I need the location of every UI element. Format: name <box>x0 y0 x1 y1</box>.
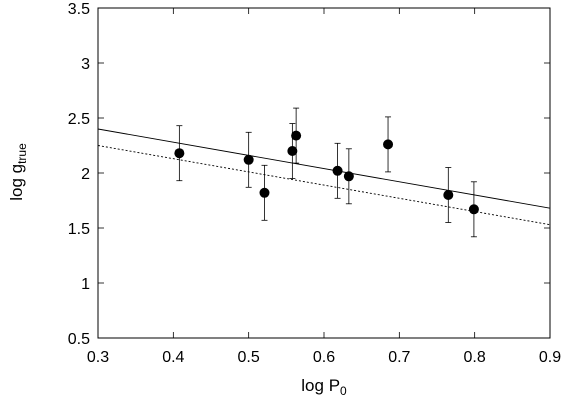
marker-0 <box>174 148 185 159</box>
marker-8 <box>443 190 454 200</box>
marker-4 <box>291 130 302 141</box>
x-tick-label-3: 0.6 <box>313 349 335 366</box>
marker-5 <box>332 165 343 176</box>
axis-ticks: 0.3 0.4 0.5 0.6 0.7 0.8 0.9 0.5 1 1.5 2 2.5 3 3.5 <box>68 1 561 366</box>
marker-1 <box>243 154 254 165</box>
plot-frame <box>97 7 551 339</box>
data-point-9 <box>468 181 479 238</box>
data-point-6 <box>343 148 354 205</box>
x-tick-label-4: 0.7 <box>388 349 410 366</box>
x-tick-label-6: 0.9 <box>539 349 561 366</box>
y-tick-label-1: 1 <box>81 276 90 293</box>
x-tick-label-5: 0.8 <box>464 349 486 366</box>
x-tick-label-1: 0.4 <box>162 349 184 366</box>
y-tick-label-0: 0.5 <box>68 331 90 348</box>
x-tick-label-2: 0.5 <box>238 349 260 366</box>
y-tick-label-3: 2 <box>81 166 90 183</box>
marker-6 <box>343 171 354 182</box>
x-axis-label: log P0 <box>301 376 347 398</box>
marker-7 <box>383 139 394 150</box>
x-tick-label-0: 0.3 <box>87 349 109 366</box>
data-point-7 <box>383 116 394 173</box>
marker-3 <box>287 146 298 156</box>
data-point-1 <box>243 131 254 188</box>
y-tick-label-5: 3 <box>81 56 90 73</box>
plot-area <box>97 7 551 339</box>
marker-2 <box>259 187 270 198</box>
fit-line-dotted <box>97 145 551 226</box>
y-tick-label-4: 2.5 <box>68 111 90 128</box>
data-point-5 <box>332 142 343 199</box>
y-tick-label-6: 3.5 <box>68 1 90 18</box>
data-point-8 <box>443 167 454 223</box>
marker-9 <box>468 204 479 215</box>
y-tick-label-2: 1.5 <box>68 221 90 238</box>
data-point-2 <box>259 164 270 221</box>
fit-line-solid <box>97 128 551 209</box>
y-axis-label: log gtrue <box>7 143 29 201</box>
data-point-4 <box>291 107 302 164</box>
data-point-0 <box>174 125 185 182</box>
